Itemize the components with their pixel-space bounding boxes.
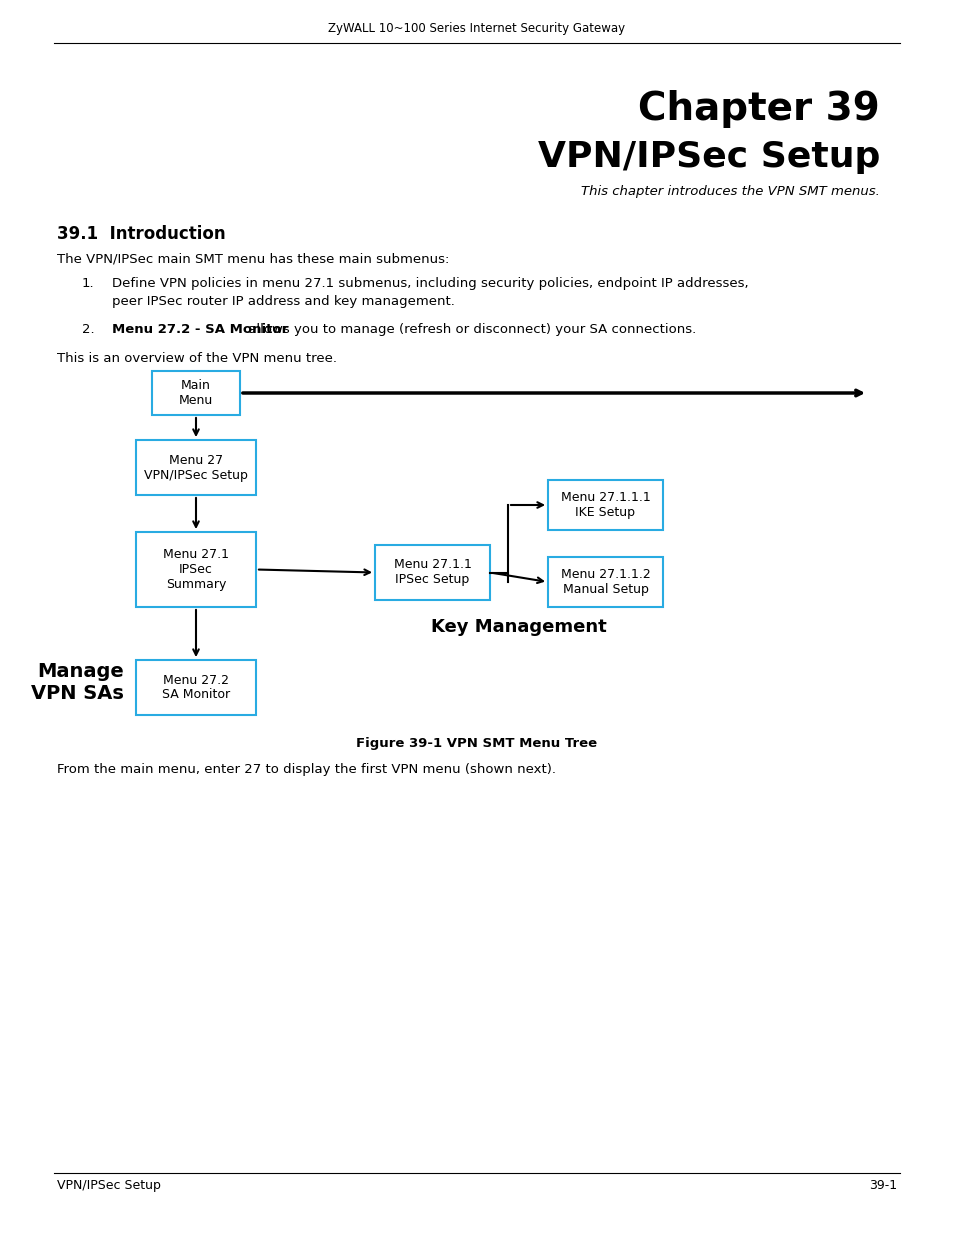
FancyBboxPatch shape xyxy=(136,532,255,606)
Text: 39.1  Introduction: 39.1 Introduction xyxy=(57,225,226,243)
Text: From the main menu, enter 27 to display the first VPN menu (shown next).: From the main menu, enter 27 to display … xyxy=(57,763,556,776)
Text: Menu 27.1.1
IPSec Setup: Menu 27.1.1 IPSec Setup xyxy=(394,558,471,587)
Text: 1.: 1. xyxy=(82,277,94,290)
Text: allows you to manage (refresh or disconnect) your SA connections.: allows you to manage (refresh or disconn… xyxy=(244,324,696,336)
Text: 2.: 2. xyxy=(82,324,94,336)
Text: Chapter 39: Chapter 39 xyxy=(638,90,879,128)
Text: Menu 27.2
SA Monitor: Menu 27.2 SA Monitor xyxy=(162,673,230,701)
FancyBboxPatch shape xyxy=(136,440,255,495)
Text: Key Management: Key Management xyxy=(431,618,606,636)
FancyBboxPatch shape xyxy=(152,370,240,415)
Text: 39-1: 39-1 xyxy=(868,1179,896,1192)
Text: Menu 27
VPN/IPSec Setup: Menu 27 VPN/IPSec Setup xyxy=(144,453,248,482)
Text: Menu 27.2 - SA Monitor: Menu 27.2 - SA Monitor xyxy=(112,324,288,336)
Text: This chapter introduces the VPN SMT menus.: This chapter introduces the VPN SMT menu… xyxy=(580,185,879,198)
Text: Menu 27.1
IPSec
Summary: Menu 27.1 IPSec Summary xyxy=(163,548,229,592)
Text: Menu 27.1.1.2
Manual Setup: Menu 27.1.1.2 Manual Setup xyxy=(560,568,650,597)
Text: VPN/IPSec Setup: VPN/IPSec Setup xyxy=(57,1179,161,1192)
Text: ZyWALL 10~100 Series Internet Security Gateway: ZyWALL 10~100 Series Internet Security G… xyxy=(328,22,625,35)
Text: Define VPN policies in menu 27.1 submenus, including security policies, endpoint: Define VPN policies in menu 27.1 submenu… xyxy=(112,277,748,290)
Text: VPN/IPSec Setup: VPN/IPSec Setup xyxy=(537,140,879,174)
Text: This is an overview of the VPN menu tree.: This is an overview of the VPN menu tree… xyxy=(57,352,336,366)
Text: Main
Menu: Main Menu xyxy=(178,379,213,408)
FancyBboxPatch shape xyxy=(136,659,255,715)
Text: peer IPSec router IP address and key management.: peer IPSec router IP address and key man… xyxy=(112,295,455,308)
Text: Menu 27.1.1.1
IKE Setup: Menu 27.1.1.1 IKE Setup xyxy=(560,492,650,519)
Text: The VPN/IPSec main SMT menu has these main submenus:: The VPN/IPSec main SMT menu has these ma… xyxy=(57,252,449,266)
Text: Figure 39-1 VPN SMT Menu Tree: Figure 39-1 VPN SMT Menu Tree xyxy=(356,737,597,750)
FancyBboxPatch shape xyxy=(547,480,662,530)
FancyBboxPatch shape xyxy=(375,545,490,600)
Text: Manage
VPN SAs: Manage VPN SAs xyxy=(31,662,124,703)
FancyBboxPatch shape xyxy=(547,557,662,606)
